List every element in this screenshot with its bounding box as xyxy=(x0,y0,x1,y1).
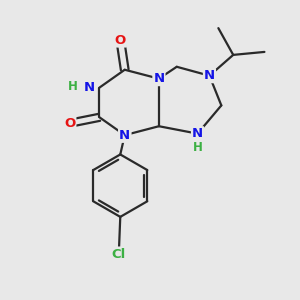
Text: N: N xyxy=(83,81,94,94)
Text: N: N xyxy=(119,129,130,142)
Text: O: O xyxy=(64,117,75,130)
Text: N: N xyxy=(153,72,164,85)
Text: H: H xyxy=(193,140,202,154)
Text: Cl: Cl xyxy=(112,248,126,260)
Text: H: H xyxy=(68,80,78,93)
Text: N: N xyxy=(119,129,130,142)
Text: O: O xyxy=(115,34,126,46)
Text: N: N xyxy=(204,69,215,82)
Text: N: N xyxy=(192,127,203,140)
